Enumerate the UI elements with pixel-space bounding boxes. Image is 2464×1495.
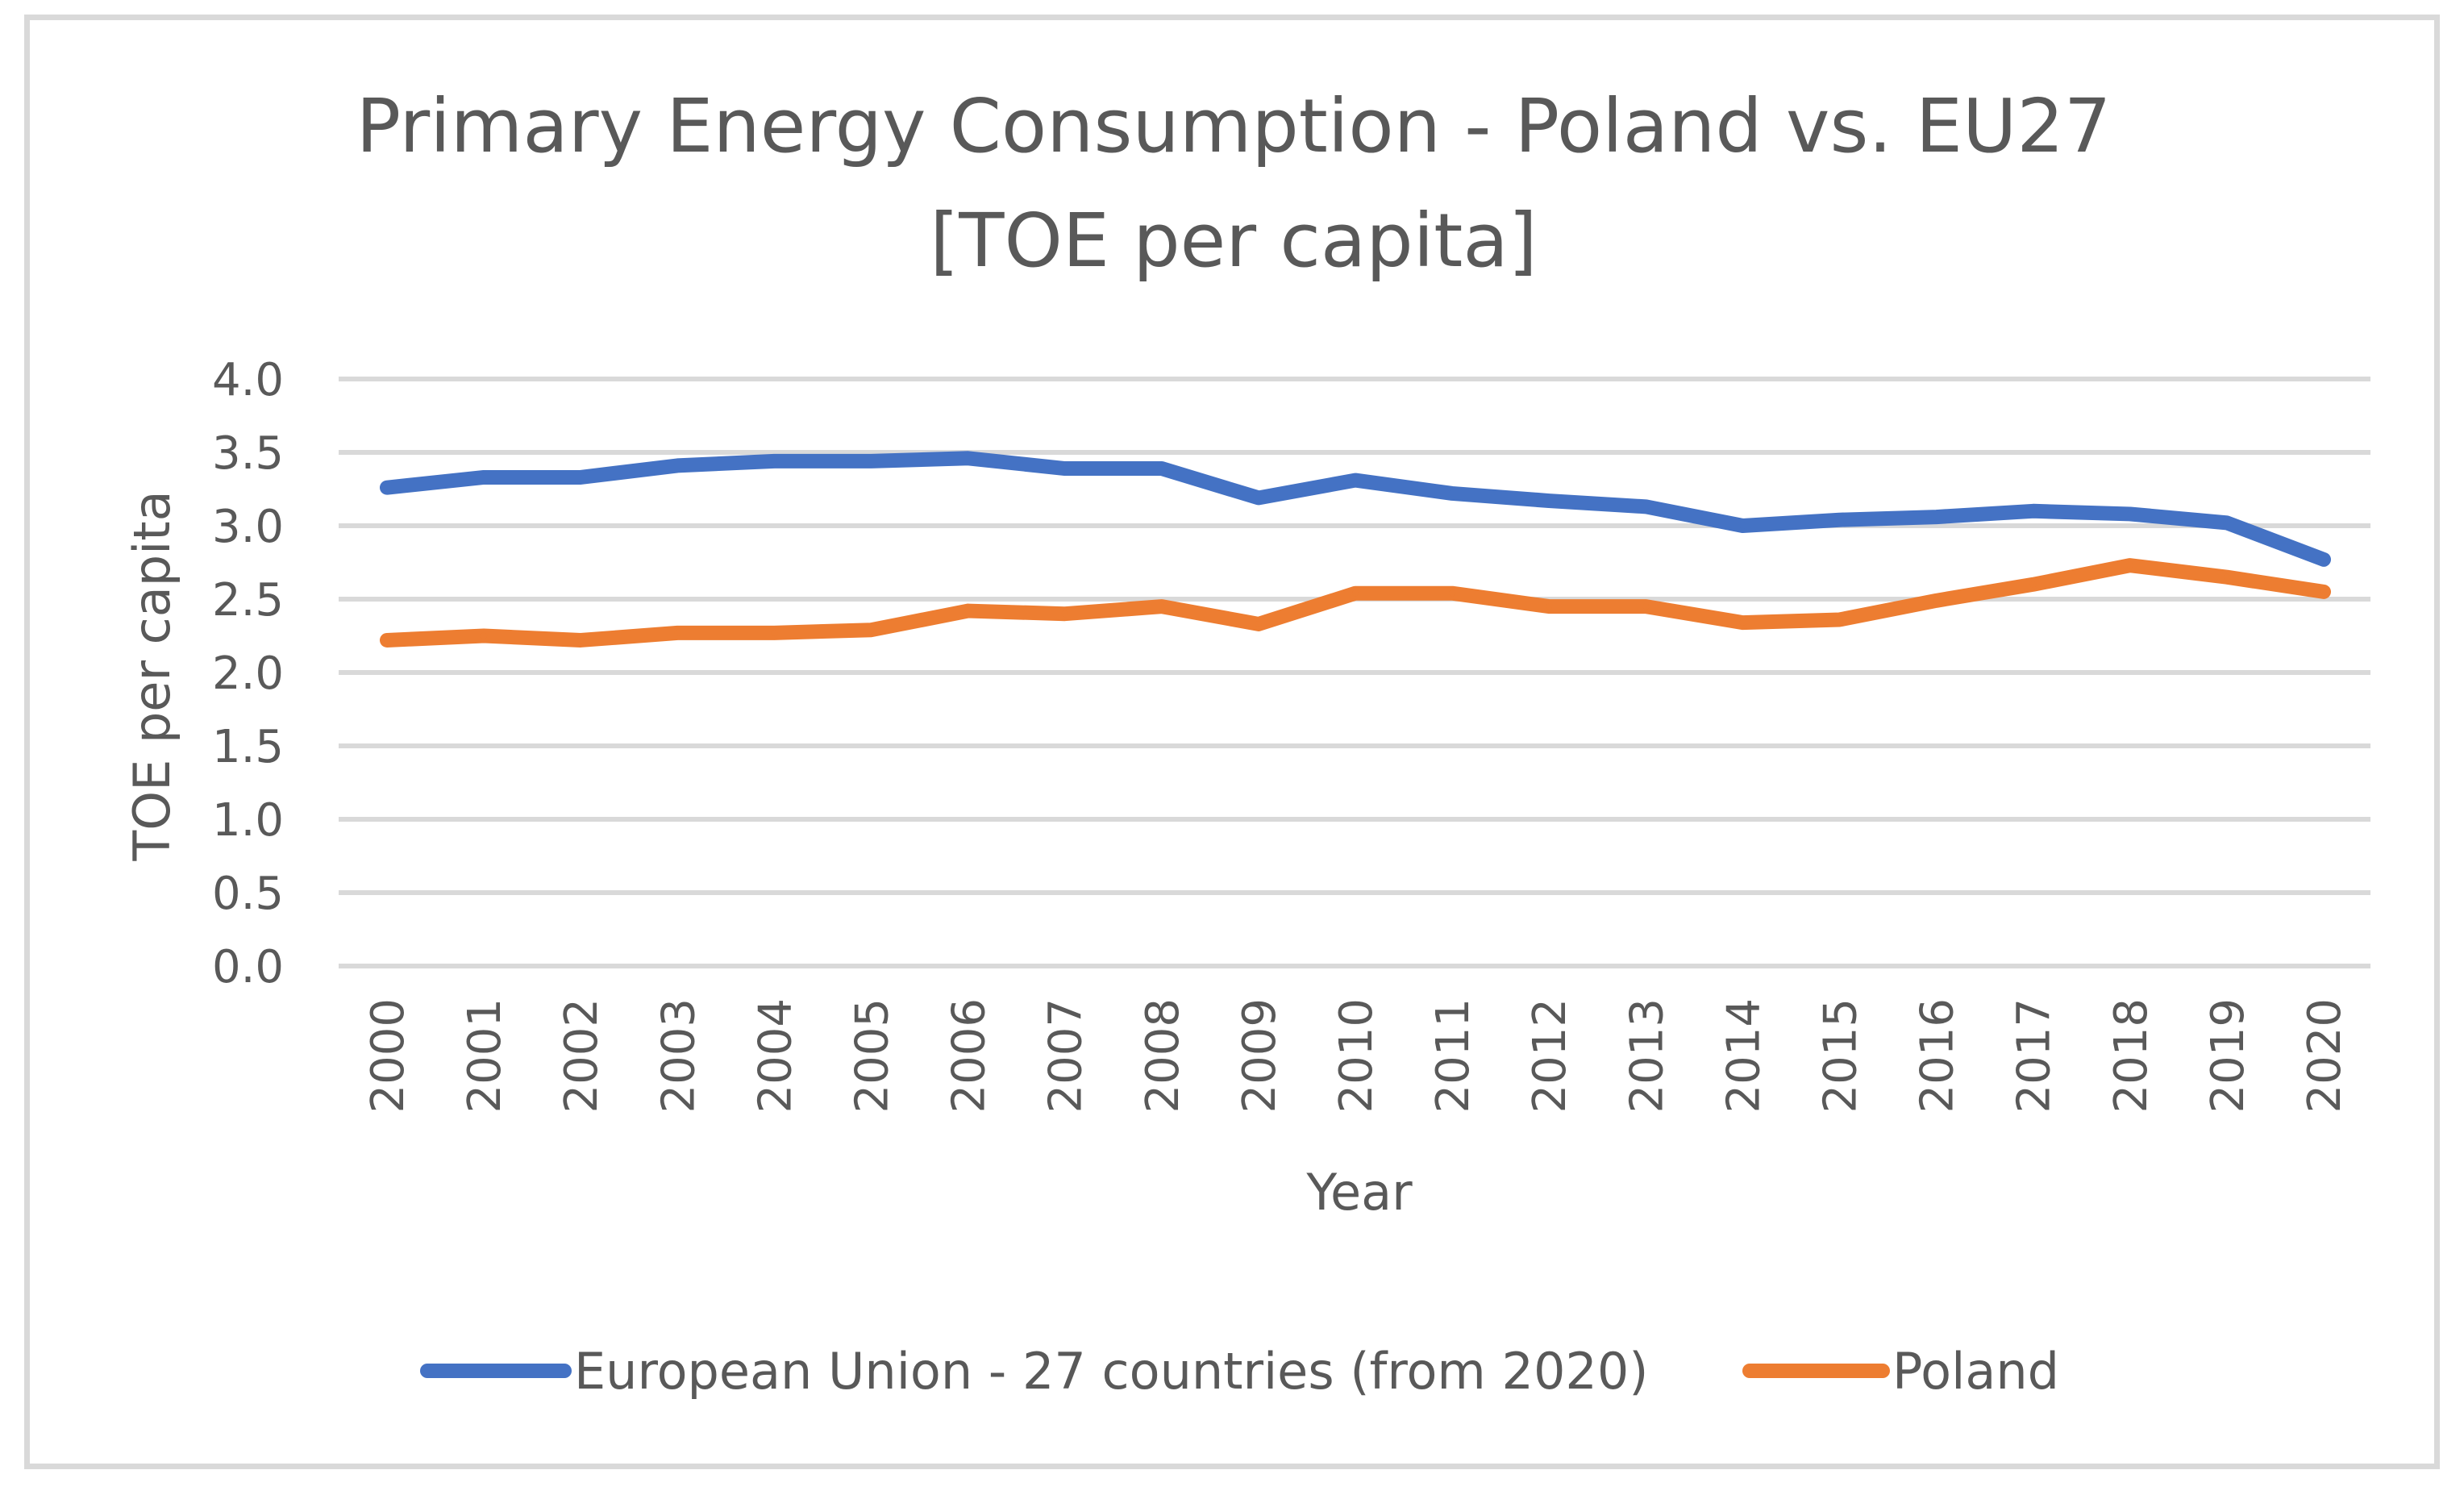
data-point	[1836, 616, 1843, 623]
data-point	[2320, 588, 2327, 595]
series-lines	[380, 451, 2331, 648]
x-tick-label: 2007	[1040, 998, 1093, 1114]
x-tick-label: 2010	[1330, 998, 1383, 1114]
y-tick-label: 3.0	[212, 501, 284, 553]
x-tick-label: 2014	[1717, 998, 1770, 1114]
x-tick-label: 2013	[1621, 998, 1673, 1114]
legend-label: European Union - 27 countries (from 2020…	[574, 1342, 1649, 1401]
data-point	[1449, 589, 1456, 597]
chart-title: Primary Energy Consumption - Poland vs. …	[356, 83, 2112, 169]
y-tick-label: 2.5	[212, 574, 284, 627]
data-point	[481, 473, 488, 481]
data-point	[2029, 581, 2037, 588]
y-tick-label: 0.0	[212, 941, 284, 993]
data-point	[1352, 589, 1359, 597]
chart-subtitle: [TOE per capita]	[930, 198, 1537, 284]
data-point	[771, 629, 778, 636]
data-point	[577, 636, 585, 643]
data-point	[1933, 597, 1940, 604]
data-point	[1642, 603, 1650, 610]
legend: European Union - 27 countries (from 2020…	[420, 1342, 2059, 1401]
x-tick-label: 2003	[652, 998, 705, 1114]
x-tick-label: 2011	[1427, 998, 1480, 1114]
y-tick-label: 4.0	[212, 354, 284, 406]
x-tick-label: 2019	[2202, 998, 2254, 1114]
data-point	[2126, 562, 2133, 569]
legend-label: Poland	[1892, 1342, 2059, 1401]
x-tick-label: 2020	[2299, 998, 2351, 1114]
x-tick-label: 2018	[2105, 998, 2158, 1114]
data-point	[964, 607, 972, 614]
x-tick-label: 2000	[362, 998, 414, 1114]
data-point	[384, 636, 390, 643]
x-axis-ticks: 2000 2001 2002 2003 2004 2005 2006 2007 2008 2009…	[362, 998, 2351, 1114]
data-point	[771, 457, 778, 464]
data-point	[1642, 503, 1650, 510]
data-point	[2223, 573, 2230, 581]
data-point	[1255, 620, 1262, 627]
data-point	[2029, 507, 2037, 514]
x-tick-label: 2001	[459, 998, 511, 1114]
data-point	[1255, 494, 1262, 502]
x-tick-label: 2015	[1815, 998, 1867, 1114]
data-point	[1546, 498, 1553, 505]
y-axis-title: TOE per capita	[123, 490, 181, 861]
data-point	[1061, 610, 1068, 618]
x-tick-label: 2002	[556, 998, 608, 1114]
series-line-poland	[380, 558, 2331, 648]
x-tick-label: 2004	[749, 998, 801, 1114]
data-point	[868, 627, 875, 634]
data-point	[964, 455, 972, 462]
x-tick-label: 2005	[847, 998, 899, 1114]
data-point	[2126, 510, 2133, 518]
data-point	[577, 473, 585, 481]
data-point	[1352, 477, 1359, 484]
data-point	[384, 484, 390, 491]
data-point	[2223, 519, 2230, 527]
data-point	[1836, 516, 1843, 523]
chart-frame	[24, 15, 2440, 1469]
data-point	[1546, 603, 1553, 610]
x-axis-title: Year	[1305, 1163, 1413, 1222]
data-point	[674, 629, 681, 636]
data-point	[481, 632, 488, 639]
data-point	[1933, 514, 1940, 521]
y-tick-label: 0.5	[212, 868, 284, 920]
data-point	[674, 462, 681, 469]
data-point	[1158, 465, 1165, 473]
y-axis-ticks: 0.0 0.5 1.0 1.5 2.0 2.5 3.0 3.5 4.0	[212, 354, 284, 993]
x-tick-label: 2012	[1524, 998, 1576, 1114]
data-point	[1158, 603, 1165, 610]
y-tick-label: 3.5	[212, 427, 284, 480]
x-tick-label: 2009	[1234, 998, 1286, 1114]
y-tick-label: 1.0	[212, 794, 284, 847]
y-tick-label: 1.5	[212, 721, 284, 773]
y-tick-label: 2.0	[212, 648, 284, 700]
x-tick-label: 2006	[943, 998, 996, 1114]
x-tick-label: 2017	[2008, 998, 2061, 1114]
data-point	[1739, 619, 1746, 627]
data-point	[1061, 465, 1068, 473]
data-point	[1739, 523, 1746, 529]
data-point	[2320, 556, 2327, 563]
x-tick-label: 2008	[1137, 998, 1189, 1114]
data-point	[1449, 489, 1456, 497]
data-point	[868, 457, 875, 464]
x-tick-label: 2016	[1912, 998, 1964, 1114]
